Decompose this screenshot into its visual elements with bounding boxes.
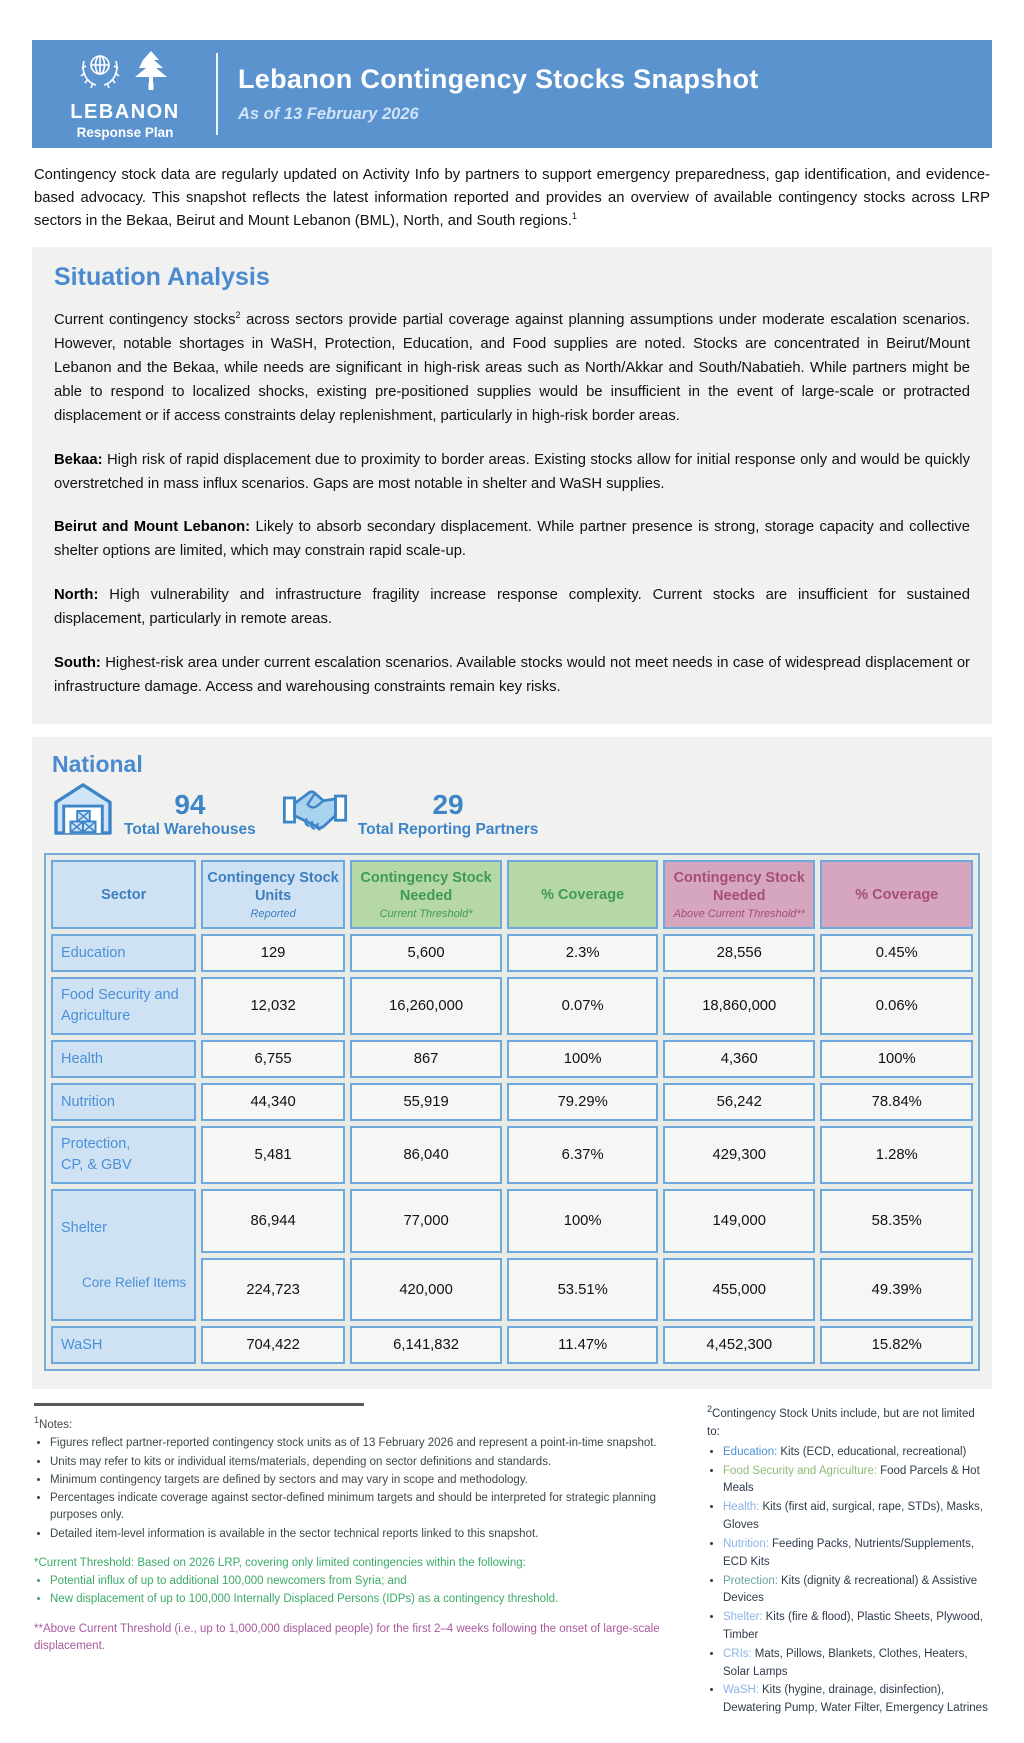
table-row-health: Health 6,755 867 100% 4,360 100% [51, 1040, 973, 1079]
table-row-wash: WaSH 704,422 6,141,832 11.47% 4,452,300 … [51, 1326, 973, 1365]
stock-units-item: Health:Kits (first aid, surgical, rape, … [723, 1499, 990, 1535]
national-section: National [32, 737, 992, 1390]
un-emblem-icon [77, 48, 123, 99]
cedar-tree-icon [129, 49, 173, 98]
table-row-education: Education 129 5,600 2.3% 28,556 0.45% [51, 934, 973, 973]
note-item: Units may refer to kits or individual it… [50, 1454, 679, 1471]
footnote-marker-2: 2 [235, 309, 241, 320]
table-row-core-relief-items: 224,723 420,000 53.51% 455,000 49.39% [51, 1257, 973, 1322]
note-item: Figures reflect partner-reported conting… [50, 1435, 679, 1452]
national-title: National [52, 751, 143, 778]
stock-units-item: Nutrition:Feeding Packs, Nutrients/Suppl… [723, 1536, 990, 1572]
header-sector: Sector [51, 860, 197, 930]
page-subtitle: As of 13 February 2026 [238, 105, 419, 123]
header-coverage: % Coverage [507, 860, 658, 930]
threshold-item: New displacement of up to 100,000 Intern… [50, 1591, 679, 1608]
banner-titles: Lebanon Contingency Stocks Snapshot As o… [238, 64, 759, 124]
national-stocks-table: Sector Contingency Stock Units Reported C… [44, 853, 980, 1372]
warehouses-stat: 94 Total Warehouses [52, 782, 256, 841]
total-partners-label: Total Reporting Partners [357, 821, 539, 839]
above-threshold-note: **Above Current Threshold (i.e., up to 1… [34, 1622, 660, 1652]
stock-units-list: Education:Kits (ECD, educational, recrea… [723, 1444, 990, 1718]
page-title: Lebanon Contingency Stocks Snapshot [238, 64, 759, 94]
banner-divider [216, 53, 218, 135]
total-warehouses-label: Total Warehouses [124, 821, 256, 839]
stock-units-item: CRIs:Mats, Pillows, Blankets, Clothes, H… [723, 1646, 990, 1682]
stock-units-item: Shelter:Kits (fire & flood), Plastic She… [723, 1609, 990, 1645]
partners-stat: 29 Total Reporting Partners [282, 784, 539, 841]
table-row-protection: Protection, CP, & GBV 5,481 86,040 6.37%… [51, 1126, 973, 1185]
stock-units-note-title: 2Contingency Stock Units include, but ar… [707, 1404, 975, 1439]
header-stock-units: Contingency Stock Units Reported [201, 860, 345, 930]
note-item: Percentages indicate coverage against se… [50, 1490, 679, 1525]
stock-units-item: Food Security and Agriculture:Food Parce… [723, 1463, 990, 1499]
footnotes-section: 1Notes: Figures reflect partner-reported… [32, 1403, 992, 1719]
current-threshold-note: *Current Threshold: Based on 2026 LRP, c… [34, 1555, 679, 1609]
region-paragraph-bekaa: Bekaa: High risk of rapid displacement d… [54, 451, 970, 492]
table-header-row: Sector Contingency Stock Units Reported C… [51, 860, 973, 930]
national-stats: 94 Total Warehouses 29 Total Repo [52, 782, 980, 841]
region-paragraph-bml: Beirut and Mount Lebanon: Likely to abso… [54, 519, 970, 560]
footnote-marker-1: 1 [571, 210, 577, 221]
logo-text-response-plan: Response Plan [76, 125, 174, 140]
situation-overview-paragraph: Current contingency stocks2 across secto… [54, 309, 971, 424]
intro-paragraph: Contingency stock data are regularly upd… [34, 167, 990, 229]
total-warehouses-value: 94 [174, 789, 206, 821]
threshold-item: Potential influx of up to additional 100… [50, 1573, 679, 1590]
handshake-icon [282, 784, 348, 841]
footnotes-right-column: 2Contingency Stock Units include, but ar… [707, 1403, 990, 1719]
footnote-divider [34, 1403, 364, 1407]
stock-units-item: WaSH:Kits (hygine, drainage, disinfectio… [723, 1682, 990, 1718]
table-row-nutrition: Nutrition 44,340 55,919 79.29% 56,242 78… [51, 1083, 973, 1122]
region-paragraph-south: South: Highest-risk area under current e… [54, 655, 970, 696]
core-relief-items-label: Core Relief Items [82, 1274, 187, 1290]
warehouse-icon [52, 782, 114, 841]
situation-analysis-title: Situation Analysis [54, 262, 270, 291]
footnotes-left-column: 1Notes: Figures reflect partner-reported… [34, 1403, 679, 1719]
table-row-shelter: Shelter Core Relief Items 86,944 77,000 … [51, 1189, 973, 1322]
header-coverage-above: % Coverage [820, 860, 973, 930]
logo-text-lebanon: LEBANON [70, 101, 180, 123]
header-stock-needed: Contingency Stock Needed Current Threshol… [349, 860, 503, 930]
note-item: Minimum contingency targets are defined … [50, 1472, 679, 1489]
notes-block: 1Notes: Figures reflect partner-reported… [34, 1414, 679, 1543]
situation-analysis-section: Situation Analysis Current contingency s… [32, 246, 992, 725]
lrp-logo: LEBANON Response Plan [50, 48, 200, 140]
region-paragraph-north: North: High vulnerability and infrastruc… [54, 587, 970, 628]
header-banner: LEBANON Response Plan Lebanon Contingenc… [32, 40, 992, 148]
header-stock-needed-above: Contingency Stock Needed Above Current Th… [663, 860, 816, 930]
table-row-food-security: Food Security and Agriculture 12,032 16,… [51, 977, 973, 1036]
stock-units-item: Protection:Kits (dignity & recreational)… [723, 1573, 990, 1609]
total-partners-value: 29 [432, 789, 464, 821]
note-item: Detailed item-level information is avail… [50, 1526, 679, 1543]
